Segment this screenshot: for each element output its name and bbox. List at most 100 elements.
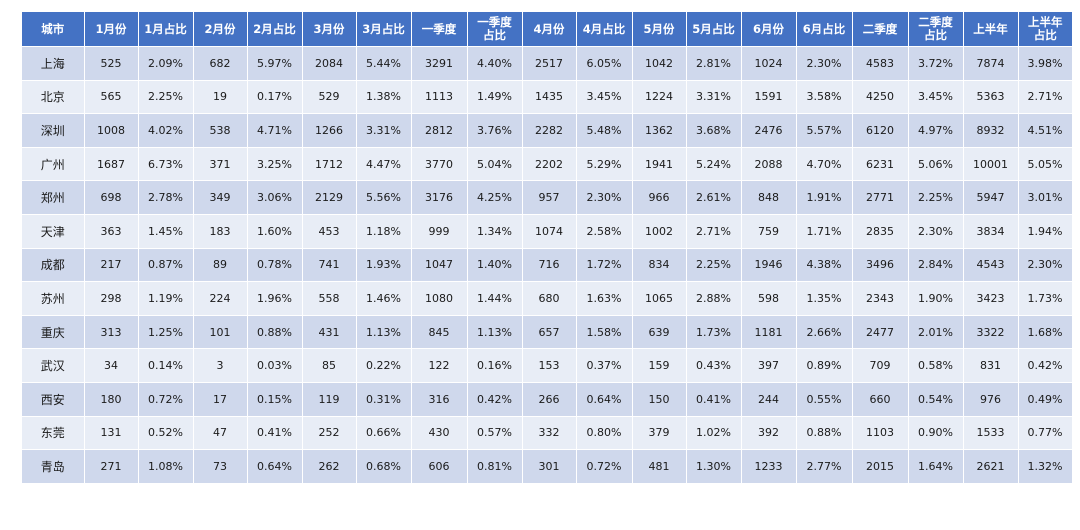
value-cell: 0.31% xyxy=(356,381,412,417)
value-cell: 1.45% xyxy=(138,213,194,249)
city-cell: 北京 xyxy=(22,79,85,114)
value-cell: 1362 xyxy=(632,113,687,148)
value-cell: 2.30% xyxy=(1018,247,1073,282)
value-cell: 1.13% xyxy=(467,314,523,349)
value-cell: 2.58% xyxy=(576,213,633,249)
value-cell: 5.56% xyxy=(356,180,412,215)
value-cell: 5.06% xyxy=(908,146,964,181)
value-cell: 0.64% xyxy=(576,381,633,417)
table-row: 成都 217 0.87% 89 0.78% 741 1.93% 1047 1.40% 716 1.7… xyxy=(22,247,1073,282)
value-cell: 0.77% xyxy=(1018,415,1073,450)
city-cell: 郑州 xyxy=(22,180,85,215)
table-row: 天津 363 1.45% 183 1.60% 453 1.18% 999 1.34% 1074 2.… xyxy=(22,213,1073,249)
value-cell: 217 xyxy=(84,247,139,282)
table-row: 青岛 271 1.08% 73 0.64% 262 0.68% 606 0.81% 301 0.72… xyxy=(22,449,1073,483)
value-cell: 1946 xyxy=(741,247,797,282)
value-cell: 3.31% xyxy=(686,79,742,114)
value-cell: 2.77% xyxy=(796,449,853,483)
value-cell: 4543 xyxy=(963,247,1019,282)
value-cell: 1.46% xyxy=(356,281,412,316)
value-cell: 2.81% xyxy=(686,46,742,81)
value-cell: 379 xyxy=(632,415,687,450)
value-cell: 0.54% xyxy=(908,381,964,417)
table-row: 郑州 698 2.78% 349 3.06% 2129 5.56% 3176 4.25% 957 2… xyxy=(22,180,1073,215)
value-cell: 538 xyxy=(193,113,248,148)
value-cell: 34 xyxy=(84,348,139,383)
value-cell: 2.71% xyxy=(686,213,742,249)
value-cell: 131 xyxy=(84,415,139,450)
value-cell: 709 xyxy=(852,348,909,383)
value-cell: 2477 xyxy=(852,314,909,349)
value-cell: 0.89% xyxy=(796,348,853,383)
value-cell: 966 xyxy=(632,180,687,215)
value-cell: 1.68% xyxy=(1018,314,1073,349)
value-cell: 119 xyxy=(302,381,357,417)
value-cell: 101 xyxy=(193,314,248,349)
value-cell: 3.98% xyxy=(1018,46,1073,81)
value-cell: 1.93% xyxy=(356,247,412,282)
value-cell: 0.43% xyxy=(686,348,742,383)
value-cell: 392 xyxy=(741,415,797,450)
value-cell: 2088 xyxy=(741,146,797,181)
value-cell: 1.71% xyxy=(796,213,853,249)
value-cell: 845 xyxy=(411,314,468,349)
value-cell: 3.45% xyxy=(908,79,964,114)
value-cell: 3496 xyxy=(852,247,909,282)
value-cell: 159 xyxy=(632,348,687,383)
value-cell: 363 xyxy=(84,213,139,249)
value-cell: 1024 xyxy=(741,46,797,81)
value-cell: 1.64% xyxy=(908,449,964,483)
value-cell: 1.38% xyxy=(356,79,412,114)
value-cell: 1.58% xyxy=(576,314,633,349)
value-cell: 1.73% xyxy=(1018,281,1073,316)
data-table: 城市 1月份 1月占比 2月份 2月占比 3月份 3月占比 一季度 一季度 占比 4月份 4月占比 5月… xyxy=(22,12,1073,483)
value-cell: 1074 xyxy=(522,213,577,249)
value-cell: 2.09% xyxy=(138,46,194,81)
value-cell: 558 xyxy=(302,281,357,316)
value-cell: 716 xyxy=(522,247,577,282)
value-cell: 4.02% xyxy=(138,113,194,148)
value-cell: 2835 xyxy=(852,213,909,249)
value-cell: 298 xyxy=(84,281,139,316)
value-cell: 3.72% xyxy=(908,46,964,81)
value-cell: 1181 xyxy=(741,314,797,349)
value-cell: 0.57% xyxy=(467,415,523,450)
value-cell: 1.40% xyxy=(467,247,523,282)
value-cell: 0.52% xyxy=(138,415,194,450)
value-cell: 5363 xyxy=(963,79,1019,114)
value-cell: 153 xyxy=(522,348,577,383)
column-header: 2月份 xyxy=(193,12,248,47)
column-header: 2月占比 xyxy=(247,12,303,47)
value-cell: 1941 xyxy=(632,146,687,181)
value-cell: 0.15% xyxy=(247,381,303,417)
value-cell: 1.73% xyxy=(686,314,742,349)
value-cell: 0.37% xyxy=(576,348,633,383)
table-row: 广州 1687 6.73% 371 3.25% 1712 4.47% 3770 5.04% 220… xyxy=(22,146,1073,181)
value-cell: 1002 xyxy=(632,213,687,249)
value-cell: 2.84% xyxy=(908,247,964,282)
table-row: 苏州 298 1.19% 224 1.96% 558 1.46% 1080 1.44% 680 1.… xyxy=(22,281,1073,316)
value-cell: 1.32% xyxy=(1018,449,1073,483)
value-cell: 1.63% xyxy=(576,281,633,316)
value-cell: 1266 xyxy=(302,113,357,148)
title-strip xyxy=(0,0,1080,12)
value-cell: 73 xyxy=(193,449,248,483)
table-row: 上海 525 2.09% 682 5.97% 2084 5.44% 3291 4.40% 2517… xyxy=(22,46,1073,81)
value-cell: 0.55% xyxy=(796,381,853,417)
value-cell: 0.17% xyxy=(247,79,303,114)
city-cell: 西安 xyxy=(22,381,85,417)
column-header: 5月占比 xyxy=(686,12,742,47)
value-cell: 481 xyxy=(632,449,687,483)
column-header: 一季度 xyxy=(411,12,468,47)
table-body: 上海 525 2.09% 682 5.97% 2084 5.44% 3291 4.40% 2517… xyxy=(22,46,1073,483)
value-cell: 349 xyxy=(193,180,248,215)
column-header: 二季度 占比 xyxy=(908,12,964,47)
value-cell: 1.02% xyxy=(686,415,742,450)
value-cell: 598 xyxy=(741,281,797,316)
city-cell: 成都 xyxy=(22,247,85,282)
value-cell: 834 xyxy=(632,247,687,282)
column-header: 4月份 xyxy=(522,12,577,47)
value-cell: 1.60% xyxy=(247,213,303,249)
value-cell: 2517 xyxy=(522,46,577,81)
value-cell: 371 xyxy=(193,146,248,181)
